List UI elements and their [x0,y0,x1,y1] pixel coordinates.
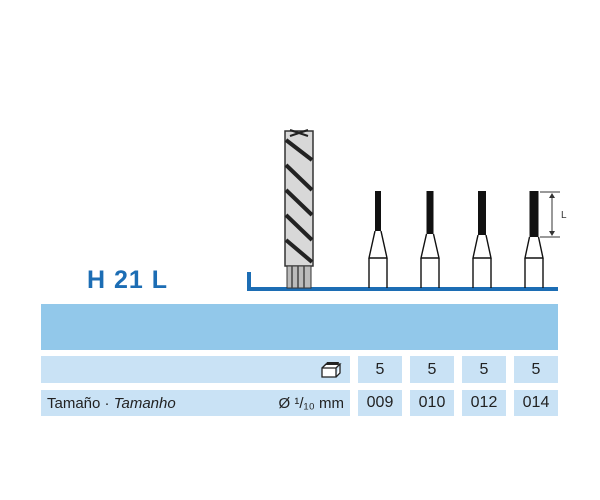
bur-drawing [524,191,544,288]
quantity-cell: 5 [462,356,506,383]
header-band [41,304,558,350]
drill-image [284,129,314,289]
size-row-label: Tamaño · Tamanho Ø ¹/₁₀ mm [41,390,350,416]
quantity-cell: 5 [358,356,402,383]
bur-drawing [368,191,388,288]
size-cell: 010 [410,390,454,416]
baseline [247,272,558,291]
quantity-cell: 5 [410,356,454,383]
separator: · [100,395,114,412]
length-dimension: L [540,191,567,238]
quantity-cell: 5 [514,356,558,383]
size-cell: 012 [462,390,506,416]
bur-drawing [472,191,492,288]
size-label-es: Tamaño [47,395,101,412]
size-cell: 009 [358,390,402,416]
product-title: H 21 L [87,266,169,294]
quantity-row-label [41,356,350,383]
size-unit: Ø ¹/₁₀ mm [278,395,344,412]
size-label-pt: Tamanho [113,395,176,412]
dimension-label: L [561,210,567,221]
package-box-icon [321,362,342,378]
bur-drawing [420,191,440,288]
size-cell: 014 [514,390,558,416]
